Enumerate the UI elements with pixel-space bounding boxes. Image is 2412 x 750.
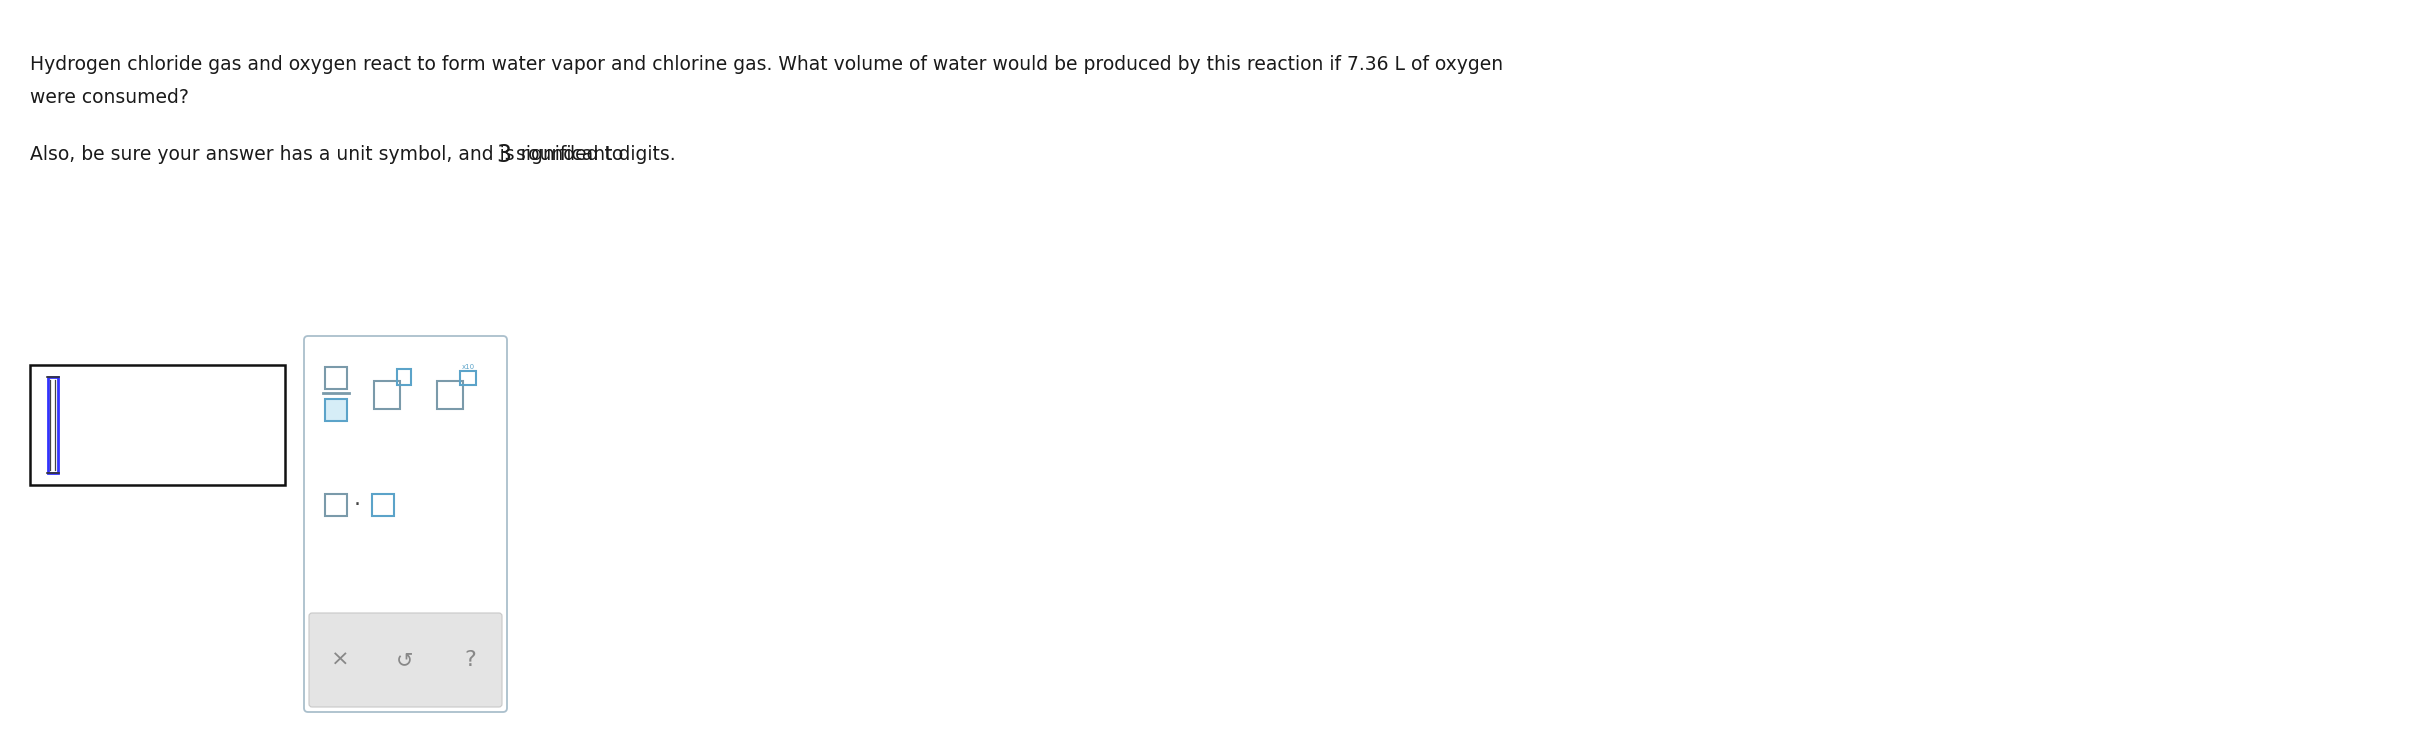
Bar [461,371,475,385]
Bar [371,494,393,516]
Bar [398,369,410,385]
FancyBboxPatch shape [304,336,507,712]
Bar [326,399,347,421]
FancyBboxPatch shape [309,613,502,707]
Text: ·: · [355,495,359,515]
Text: ↺: ↺ [396,650,415,670]
Bar [326,367,347,389]
Bar [29,365,285,485]
Bar [437,381,463,409]
Bar [326,494,347,516]
Text: significant digits.: significant digits. [511,145,675,164]
Bar [374,381,400,409]
Text: were consumed?: were consumed? [29,88,188,107]
Text: 3: 3 [497,143,511,167]
Text: Also, be sure your answer has a unit symbol, and is rounded to: Also, be sure your answer has a unit sym… [29,145,630,164]
Text: ?: ? [463,650,475,670]
Text: x10: x10 [461,364,475,370]
Text: Hydrogen chloride gas and oxygen react to form water vapor and chlorine gas. Wha: Hydrogen chloride gas and oxygen react t… [29,55,1503,74]
Bar [48,377,58,473]
Text: ×: × [330,650,350,670]
